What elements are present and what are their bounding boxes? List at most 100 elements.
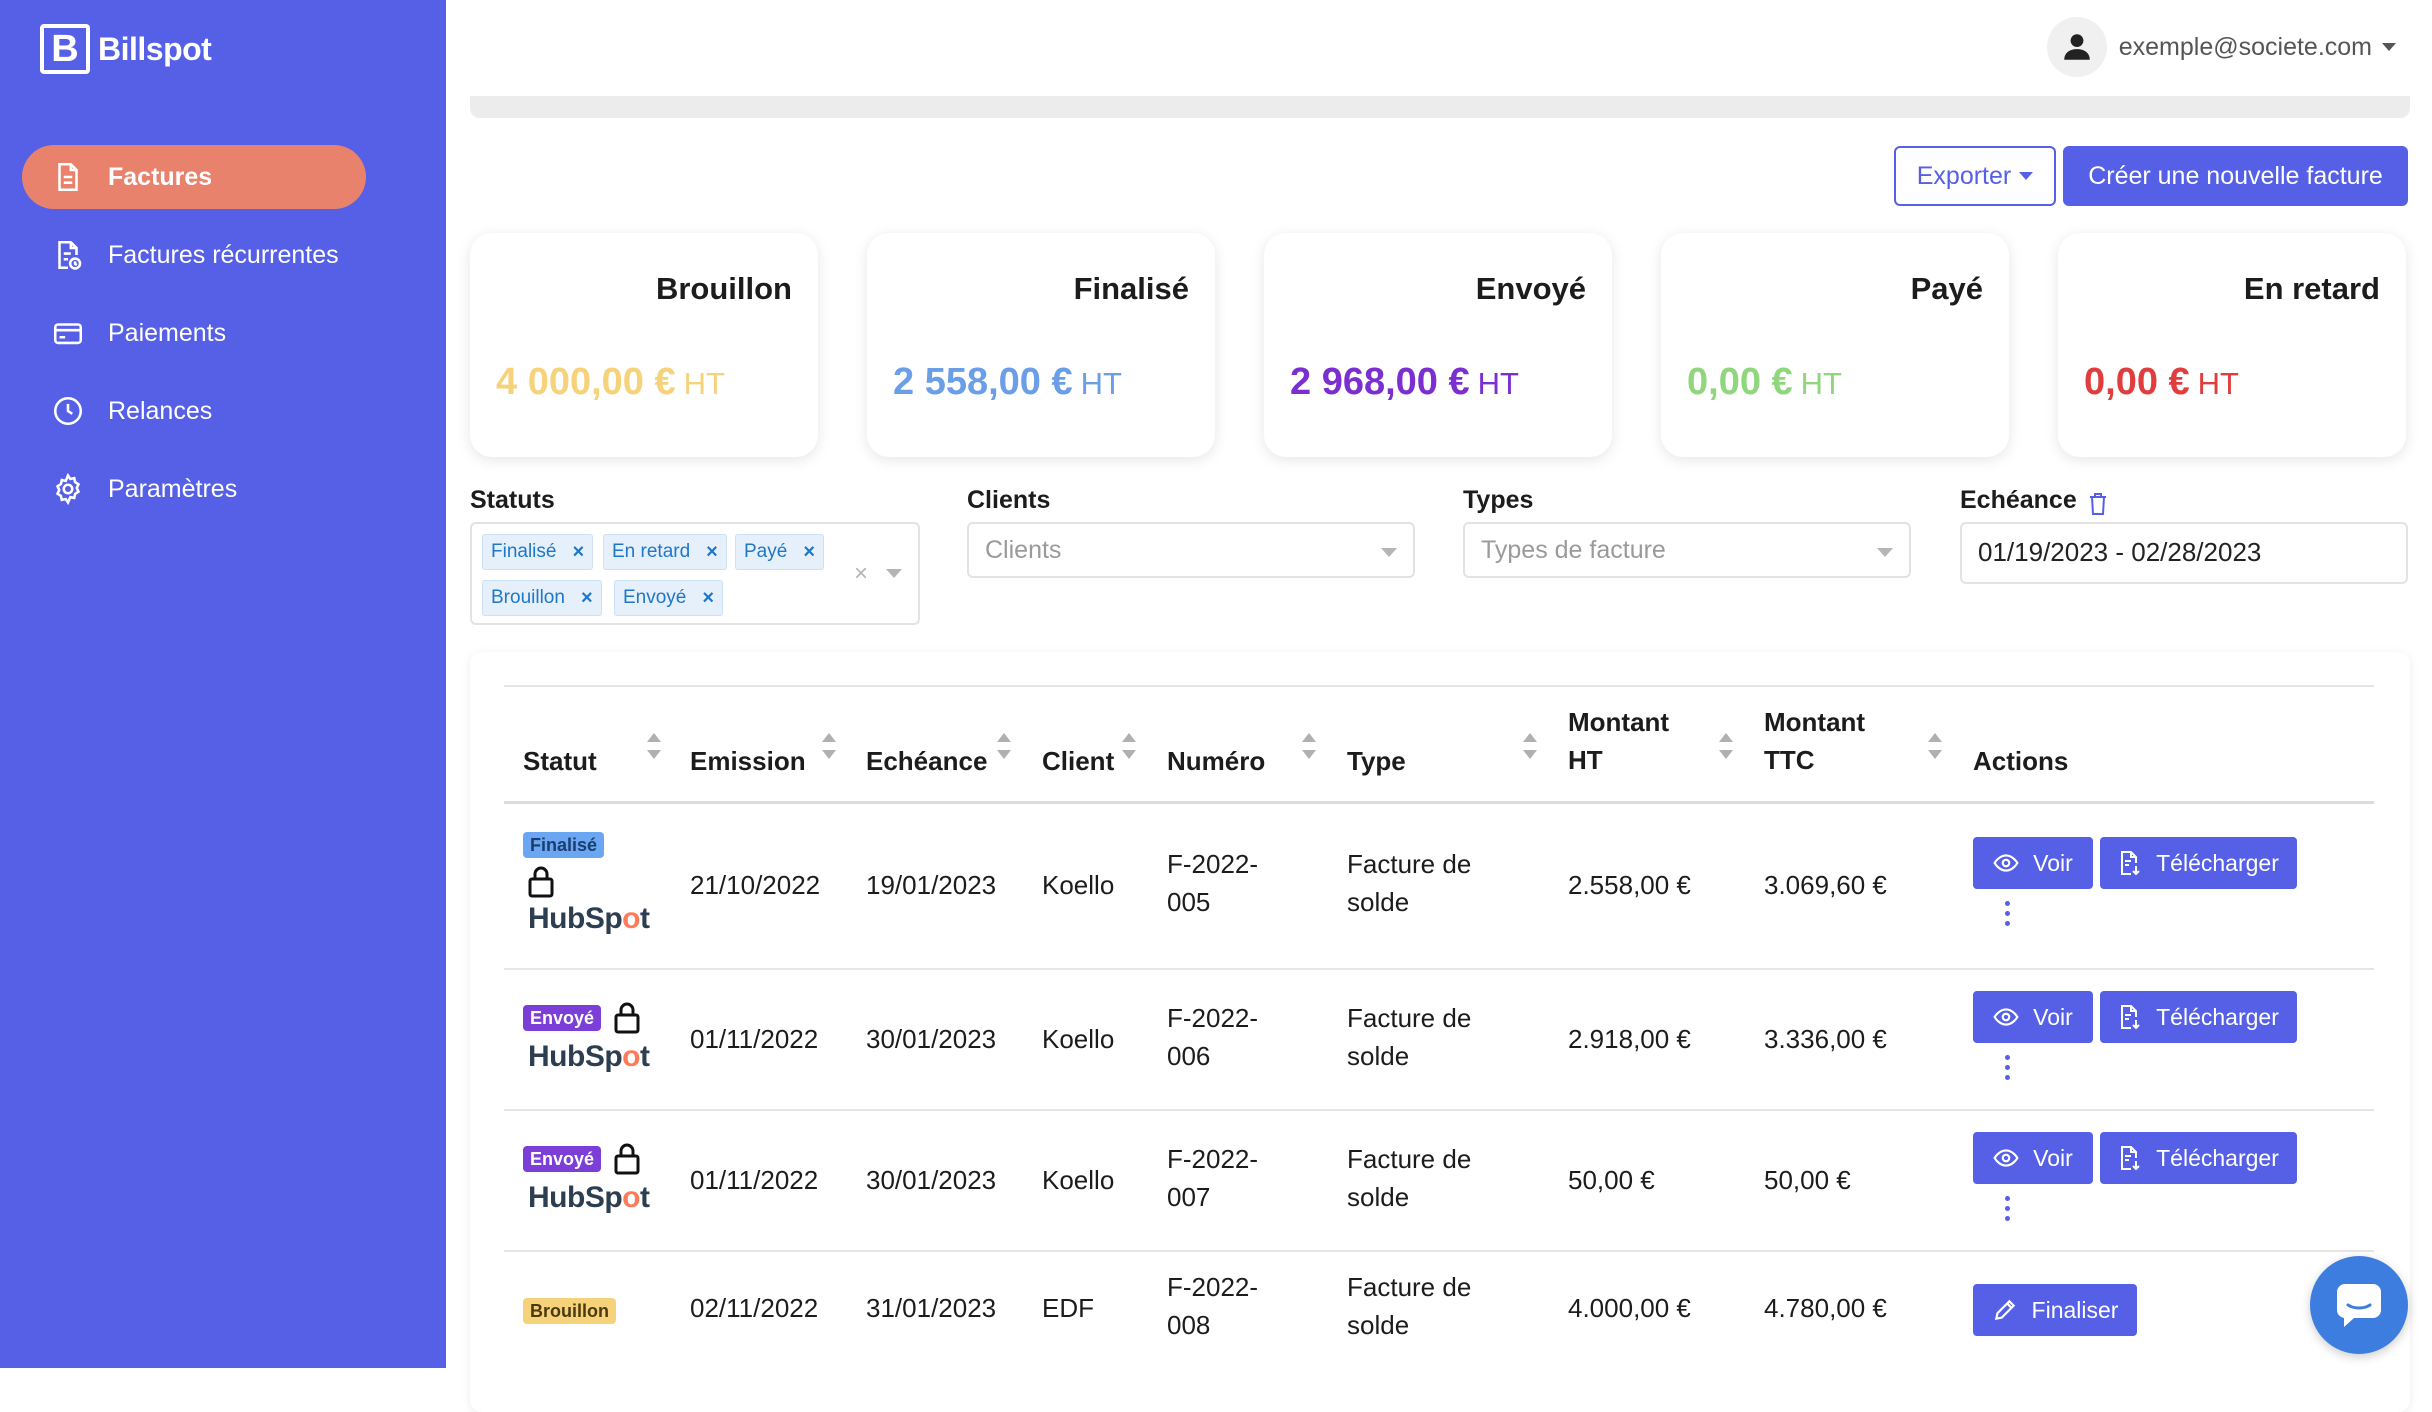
hubspot-logo: HubSpot bbox=[528, 1181, 650, 1215]
status-badge: Envoyé bbox=[523, 1005, 602, 1031]
column-header-montant-ttc[interactable]: Montant TTC bbox=[1764, 703, 1865, 779]
emission-date: 02/11/2022 bbox=[690, 1293, 819, 1323]
amount-unit: HT bbox=[1477, 366, 1519, 401]
echeance-filter-label: Echéance bbox=[1960, 486, 2077, 514]
amount-ht: 50,00 € bbox=[1568, 1165, 1655, 1195]
column-header-echeance[interactable]: Echéance bbox=[866, 746, 988, 776]
statuts-multiselect[interactable]: Finalisé × En retard × Payé × Brouillon × En… bbox=[470, 522, 920, 625]
user-menu[interactable]: exemple@societe.com bbox=[2046, 17, 2396, 77]
user-email: exemple@societe.com bbox=[2118, 32, 2372, 61]
column-header-statut[interactable]: Statut bbox=[523, 746, 597, 776]
hubspot-sprocket-icon: o bbox=[622, 902, 640, 935]
divider bbox=[504, 685, 2374, 687]
view-button[interactable]: Voir bbox=[1973, 837, 2093, 889]
remove-chip-icon[interactable]: × bbox=[580, 586, 593, 609]
amount-value: 4 000,00 € bbox=[496, 361, 676, 403]
app-logo[interactable]: B Billspot bbox=[40, 22, 212, 76]
remove-chip-icon[interactable]: × bbox=[572, 540, 585, 563]
clients-placeholder: Clients bbox=[985, 536, 1062, 564]
export-button[interactable]: Exporter bbox=[1894, 146, 2056, 206]
invoice-number: F-2022- 006 bbox=[1167, 999, 1258, 1075]
sidebar-item-factures-recurrentes[interactable]: Factures récurrentes bbox=[22, 223, 422, 287]
sort-icon[interactable] bbox=[822, 733, 836, 763]
remove-chip-icon[interactable]: × bbox=[706, 540, 718, 563]
summary-card-brouillon: Brouillon 4 000,00 € HT bbox=[470, 233, 818, 457]
emission-date: 01/11/2022 bbox=[690, 1165, 819, 1195]
sort-icon[interactable] bbox=[1928, 733, 1942, 763]
remove-chip-icon[interactable]: × bbox=[702, 586, 715, 609]
sidebar-item-label: Paramètres bbox=[108, 474, 238, 503]
remove-chip-icon[interactable]: × bbox=[803, 540, 815, 563]
create-invoice-button[interactable]: Créer une nouvelle facture bbox=[2063, 146, 2408, 206]
download-button[interactable]: Télécharger bbox=[2100, 991, 2297, 1043]
cell-line: solde bbox=[1347, 1041, 1410, 1071]
sidebar-item-parametres[interactable]: Paramètres bbox=[22, 457, 422, 521]
status-chip: Brouillon × bbox=[482, 580, 602, 616]
more-options-icon[interactable] bbox=[2004, 1196, 2012, 1222]
sort-icon[interactable] bbox=[1719, 733, 1733, 763]
amount-ttc: 3.069,60 € bbox=[1764, 870, 1887, 900]
gear-icon bbox=[50, 471, 86, 507]
recurring-document-icon bbox=[50, 237, 86, 273]
sidebar-item-factures[interactable]: Factures bbox=[22, 145, 366, 209]
view-button[interactable]: Voir bbox=[1973, 1132, 2093, 1184]
summary-card-finalise: Finalisé 2 558,00 € HT bbox=[867, 233, 1215, 457]
finalize-button[interactable]: Finaliser bbox=[1973, 1284, 2137, 1336]
header-line: Montant bbox=[1764, 707, 1866, 737]
clock-icon bbox=[50, 393, 86, 429]
user-icon bbox=[2046, 17, 2107, 77]
header-line: TTC bbox=[1764, 745, 1815, 775]
column-header-type[interactable]: Type bbox=[1347, 746, 1406, 776]
download-button[interactable]: Télécharger bbox=[2100, 837, 2297, 889]
view-button[interactable]: Voir bbox=[1973, 991, 2093, 1043]
invoice-type: Facture de solde bbox=[1347, 999, 1471, 1075]
more-options-icon[interactable] bbox=[2004, 1055, 2012, 1081]
sidebar-item-paiements[interactable]: Paiements bbox=[22, 301, 422, 365]
types-select[interactable]: Types de facture bbox=[1463, 522, 1911, 578]
client-name: Koello bbox=[1042, 1165, 1115, 1195]
column-header-numero[interactable]: Numéro bbox=[1167, 746, 1266, 776]
summary-card-envoye: Envoyé 2 968,00 € HT bbox=[1264, 233, 1612, 457]
card-amount: 2 968,00 € HT bbox=[1290, 361, 1519, 404]
cell-line: 006 bbox=[1167, 1041, 1211, 1071]
amount-unit: HT bbox=[683, 366, 725, 401]
column-header-client[interactable]: Client bbox=[1042, 746, 1115, 776]
sort-icon[interactable] bbox=[1302, 733, 1316, 763]
hubspot-logo: HubSpot bbox=[528, 1040, 650, 1074]
amount-value: 2 968,00 € bbox=[1290, 361, 1470, 403]
sidebar: B Billspot Factures Factures récurrentes… bbox=[0, 0, 446, 1368]
download-document-icon bbox=[2121, 851, 2140, 876]
sort-icon[interactable] bbox=[1122, 733, 1136, 763]
column-header-montant-ht[interactable]: Montant HT bbox=[1568, 703, 1669, 779]
sort-icon[interactable] bbox=[997, 733, 1011, 763]
card-title: En retard bbox=[2243, 271, 2380, 306]
eye-icon bbox=[1993, 854, 2019, 872]
cell-line: F-2022- bbox=[1167, 1272, 1259, 1302]
echeance-date-range-input[interactable]: 01/19/2023 - 02/28/2023 bbox=[1960, 522, 2408, 584]
download-document-icon bbox=[2121, 1005, 2140, 1030]
chevron-down-icon[interactable] bbox=[886, 569, 902, 578]
button-label: Voir bbox=[2033, 1144, 2073, 1171]
chip-label: Brouillon bbox=[491, 587, 565, 608]
invoices-table: Statut Emission Echéance Client Numéro T… bbox=[470, 652, 2410, 1412]
sort-icon[interactable] bbox=[1523, 733, 1537, 763]
download-button[interactable]: Télécharger bbox=[2100, 1132, 2297, 1184]
emission-date: 01/11/2022 bbox=[690, 1024, 819, 1054]
chat-bubble-icon[interactable] bbox=[2310, 1256, 2408, 1354]
sort-icon[interactable] bbox=[647, 733, 661, 763]
clear-all-icon[interactable]: × bbox=[853, 560, 868, 587]
card-amount: 0,00 € HT bbox=[2084, 361, 2239, 404]
echeance-date: 30/01/2023 bbox=[866, 1024, 997, 1054]
column-header-emission[interactable]: Emission bbox=[690, 746, 806, 776]
clients-select[interactable]: Clients bbox=[967, 522, 1415, 578]
column-header-actions: Actions bbox=[1973, 746, 2069, 776]
sidebar-item-relances[interactable]: Relances bbox=[22, 379, 422, 443]
more-options-icon[interactable] bbox=[2004, 901, 2012, 927]
sidebar-item-label: Relances bbox=[108, 396, 213, 425]
amount-unit: HT bbox=[2197, 366, 2239, 401]
invoice-number: F-2022- 007 bbox=[1167, 1140, 1258, 1216]
trash-icon[interactable] bbox=[2088, 492, 2108, 516]
status-chip: Finalisé × bbox=[482, 534, 594, 570]
summary-card-paye: Payé 0,00 € HT bbox=[1661, 233, 2009, 457]
clients-filter-label: Clients bbox=[967, 486, 1051, 514]
